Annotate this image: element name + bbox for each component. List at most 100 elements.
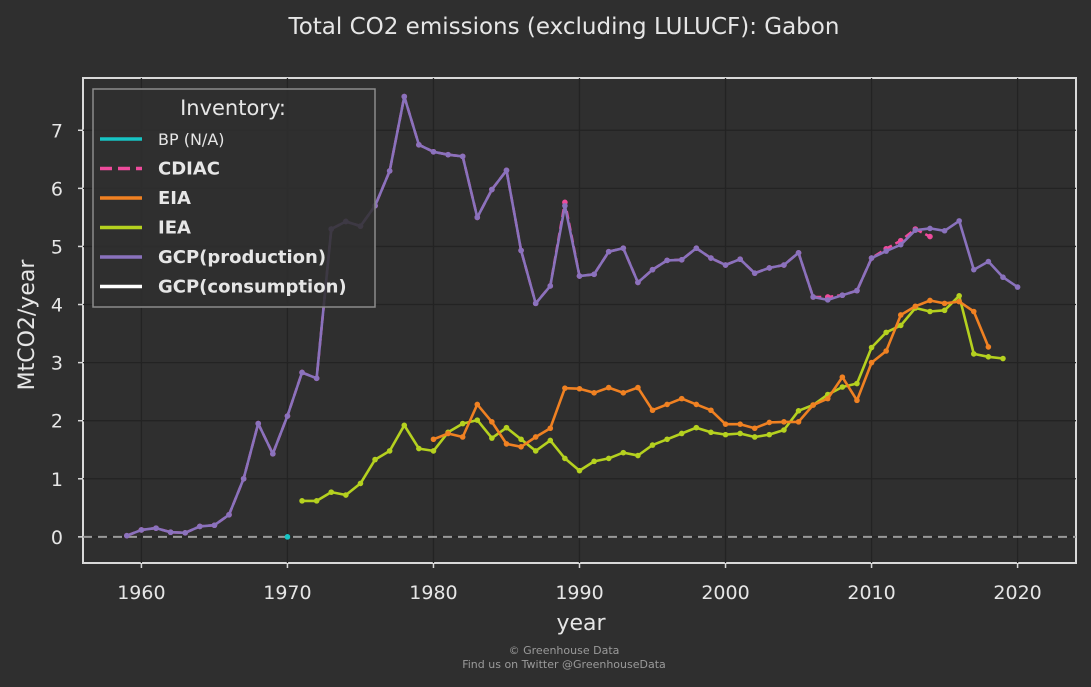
data-point-iea-2009 (854, 380, 860, 387)
data-point-cdiac-2014 (927, 233, 933, 240)
data-point-iea-1979 (416, 445, 422, 452)
data-point-eia-1995 (649, 407, 656, 414)
data-point-eia-1998 (693, 401, 700, 408)
data-point-gcp-production-1980 (430, 148, 437, 155)
series-line-gcp-production (126, 95, 1019, 537)
data-point-gcp-production-1960 (138, 527, 145, 533)
data-point-iea-1971 (299, 498, 305, 504)
data-point-eia-1982 (459, 434, 466, 440)
data-point-eia-1986 (518, 444, 524, 450)
data-point-eia-2018 (985, 344, 992, 350)
data-point-iea-1978 (401, 422, 408, 429)
data-point-gcp-production-2015 (941, 227, 948, 234)
data-point-eia-1993 (620, 390, 627, 396)
data-point-gcp-production-2000 (722, 262, 729, 268)
data-point-gcp-production-1989 (562, 202, 568, 209)
data-point-gcp-production-2003 (766, 265, 773, 271)
legend-label-gcp-production: GCP(production) (158, 247, 326, 268)
data-point-iea-2019 (1000, 355, 1006, 362)
data-point-eia-2000 (722, 421, 729, 427)
data-point-gcp-production-1997 (678, 257, 685, 263)
data-point-gcp-production-1982 (459, 153, 466, 160)
series-eia (430, 297, 992, 450)
data-point-eia-1987 (532, 434, 539, 440)
data-point-gcp-production-1962 (167, 529, 174, 536)
data-point-eia-1985 (503, 441, 510, 447)
data-point-eia-1984 (489, 419, 495, 425)
data-point-gcp-production-2019 (1000, 274, 1006, 281)
data-point-iea-1972 (313, 498, 320, 504)
data-point-iea-1993 (620, 449, 627, 456)
data-point-iea-1985 (503, 424, 510, 431)
data-point-eia-1983 (474, 401, 481, 408)
data-point-iea-2016 (956, 293, 962, 299)
x-tick-label-1980: 1980 (409, 582, 457, 604)
data-point-iea-2010 (868, 344, 875, 351)
data-point-gcp-production-1961 (153, 525, 159, 531)
y-tick-label-1: 1 (51, 469, 63, 491)
data-point-iea-1995 (649, 442, 656, 448)
data-point-gcp-production-1995 (649, 266, 656, 273)
x-tick-label-2010: 2010 (847, 582, 895, 604)
data-point-gcp-production-2007 (824, 297, 831, 303)
data-point-gcp-production-2016 (956, 218, 962, 224)
data-point-eia-1999 (708, 407, 714, 414)
data-point-gcp-production-2017 (970, 266, 977, 273)
data-point-iea-1982 (459, 420, 466, 427)
data-point-iea-1996 (664, 436, 670, 443)
data-point-eia-2016 (956, 298, 962, 305)
data-point-gcp-production-2011 (883, 248, 889, 254)
data-point-eia-2017 (970, 308, 977, 315)
data-point-gcp-production-1967 (240, 475, 247, 482)
data-point-gcp-production-1986 (518, 247, 524, 254)
y-axis-label: MtCO2/year (15, 259, 40, 391)
x-tick-label-1970: 1970 (263, 582, 311, 604)
data-point-iea-2018 (985, 354, 992, 360)
legend-label-bp-n-a: BP (N/A) (158, 130, 225, 149)
data-point-gcp-production-2009 (854, 287, 860, 294)
data-point-eia-1990 (576, 385, 583, 392)
data-point-gcp-production-1983 (474, 214, 481, 221)
data-point-iea-1998 (693, 424, 700, 431)
data-point-gcp-production-1994 (635, 279, 641, 286)
data-point-gcp-production-1993 (620, 245, 627, 251)
data-point-iea-2017 (970, 351, 977, 357)
y-tick-label-7: 7 (51, 120, 63, 142)
data-point-eia-2015 (941, 300, 948, 307)
legend-label-iea: IEA (158, 218, 191, 239)
legend-label-cdiac: CDIAC (158, 159, 220, 180)
credit-line-1: © Greenhouse Data (509, 644, 620, 657)
data-point-iea-1991 (591, 458, 597, 465)
data-point-iea-1983 (474, 417, 481, 423)
data-point-iea-2014 (927, 308, 933, 315)
data-point-iea-1997 (678, 430, 685, 437)
data-point-gcp-production-1966 (226, 511, 232, 518)
y-tick-label-6: 6 (51, 178, 63, 200)
credit-line-2: Find us on Twitter @GreenhouseData (462, 658, 666, 671)
data-point-iea-2011 (883, 329, 889, 336)
x-axis-ticks: 1960 1970 1980 1990 2000 2010 2020 (117, 563, 1042, 604)
x-axis-label: year (556, 611, 606, 636)
data-point-gcp-production-1988 (547, 283, 554, 289)
data-point-eia-2007 (824, 395, 831, 402)
x-tick-label-1990: 1990 (555, 582, 603, 604)
data-point-eia-2004 (781, 419, 787, 425)
legend: Inventory: BP (N/A) CDIAC EIA IEA GCP(product… (92, 88, 376, 308)
legend-label-gcp-consumption: GCP(consumption) (158, 277, 347, 298)
data-point-iea-1990 (576, 467, 583, 474)
data-point-gcp-production-2013 (912, 227, 919, 233)
data-point-eia-2010 (868, 359, 875, 366)
data-point-iea-2001 (737, 430, 743, 437)
data-point-eia-2009 (854, 397, 860, 404)
data-point-gcp-production-2001 (737, 256, 743, 263)
y-tick-label-0: 0 (51, 527, 63, 549)
data-point-eia-2001 (737, 421, 743, 427)
data-point-iea-1977 (386, 448, 393, 454)
data-point-eia-1988 (547, 425, 554, 432)
series-bp-n-a (284, 534, 291, 540)
data-point-iea-1980 (430, 448, 437, 454)
data-point-iea-1988 (547, 437, 554, 444)
series-layer (124, 93, 1021, 540)
y-tick-label-2: 2 (51, 411, 63, 433)
data-point-gcp-production-1965 (211, 522, 218, 529)
